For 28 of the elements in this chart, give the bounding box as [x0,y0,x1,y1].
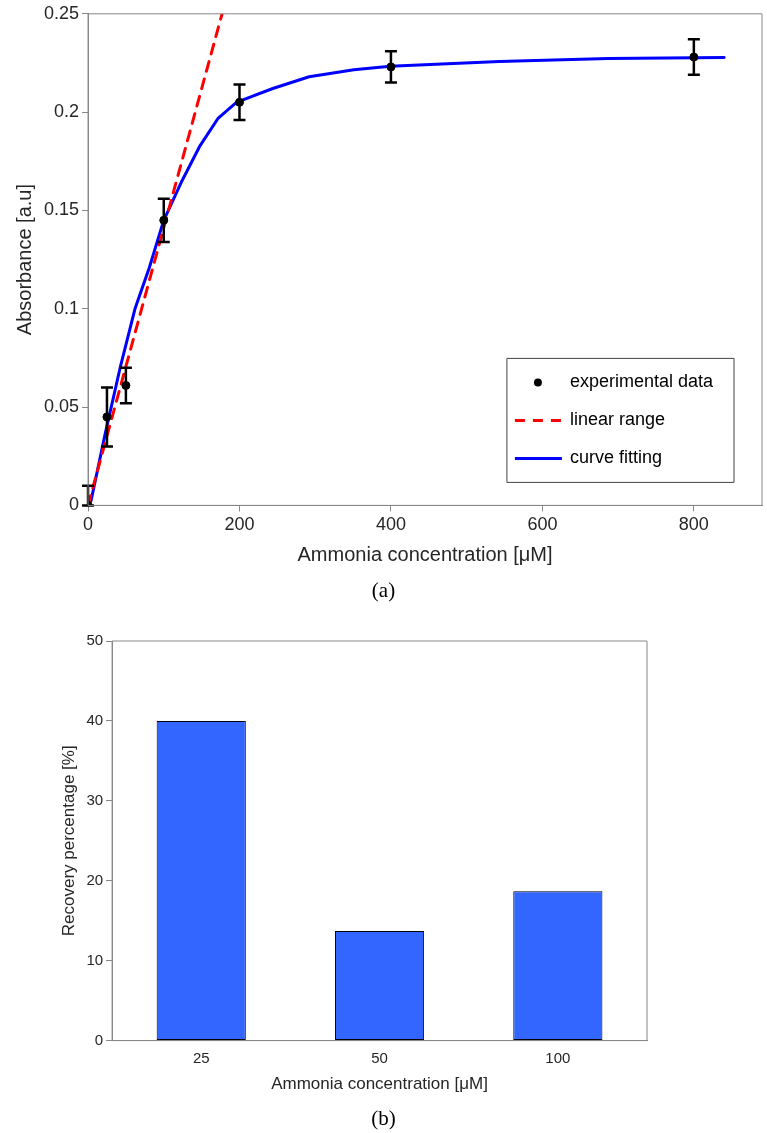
text: (a) [370,577,397,604]
y-tick-label: 0.05 [43,396,80,417]
y-tick-label: 0 [94,1030,104,1048]
y-tick-label: 0.15 [43,199,80,220]
y-axis-title: Recovery percentage [%] [58,745,78,937]
y-tick-label: 0.2 [54,101,80,122]
x-tick-label: 25 [192,1048,210,1066]
y-tick-label: 0.25 [43,2,80,23]
x-tick-label: 50 [371,1048,388,1066]
legend-label: linear range [569,409,665,430]
y-axis-title: Absorbance [a.u] [12,183,35,336]
x-tick-label: 200 [224,514,255,535]
legend-label: curve fitting [569,447,662,468]
x-tick-label: 600 [527,514,558,535]
x-tick-label: 400 [375,514,406,535]
y-tick-label: 50 [86,631,104,649]
x-axis-title: Ammonia concentration [μM] [297,542,553,565]
y-tick-label: 10 [86,950,104,968]
y-tick-label: 20 [86,870,104,888]
x-tick-label: 100 [545,1048,571,1066]
y-tick-label: 0 [69,494,80,515]
y-tick-label: 30 [86,790,104,808]
legend-label: experimental data [569,371,714,392]
x-tick-label: 800 [678,514,709,535]
x-axis-title: Ammonia concentration [μM] [271,1074,488,1094]
y-tick-label: 40 [86,711,104,729]
y-tick-label: 0.1 [54,297,80,318]
text: (b) [370,1105,397,1132]
